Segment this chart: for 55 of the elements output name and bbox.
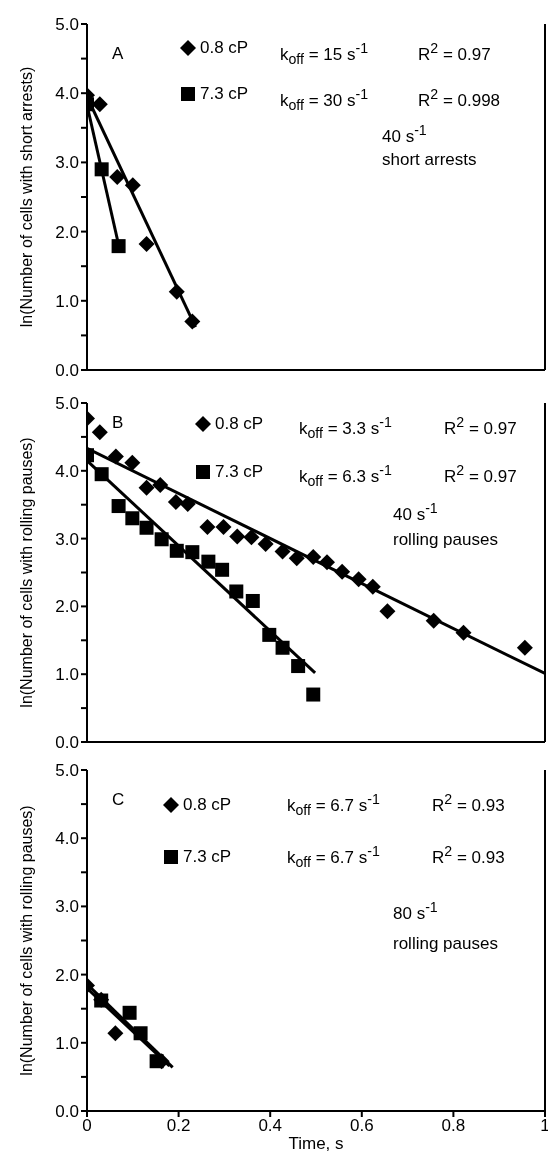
annotation: k$_{off}$ = 30 s$^{-1}$: [280, 85, 369, 116]
y-tick-label: 5.0: [55, 761, 79, 781]
y-tick-label: 1.0: [55, 665, 79, 685]
annotation: rolling pauses: [393, 530, 498, 550]
x-tick-label: 0.8: [441, 1116, 466, 1136]
y-tick-label: 4.0: [55, 829, 79, 849]
y-tick-label: 0.0: [55, 1102, 79, 1122]
annotation: R$^{2}$ = 0.998: [418, 85, 501, 111]
text: B: [112, 413, 124, 433]
y-tick-label: 4.0: [55, 461, 79, 481]
annotation: 40 s$^{-1}$: [393, 499, 438, 525]
text: A: [112, 44, 124, 64]
y-axis-title: ln(Number of cells with rolling pauses): [17, 437, 35, 708]
y-axis-title: ln(Number of cells with rolling pauses): [17, 805, 35, 1076]
y-axis-title: ln(Number of cells with short arrests): [17, 66, 35, 328]
annotation: R$^{2}$ = 0.97: [418, 39, 491, 65]
x-tick-label: 0.6: [349, 1116, 374, 1136]
x-axis-title: Time, s: [288, 1134, 344, 1153]
legend-label: 0.8 cP: [215, 414, 264, 433]
y-tick-label: 5.0: [55, 15, 79, 35]
annotation: k$_{off}$ = 6.7 s$^{-1}$: [287, 842, 380, 873]
annotation: 80 s$^{-1}$: [393, 898, 438, 924]
x-tick-label: 0.2: [166, 1116, 191, 1136]
legend-label: 7.3 cP: [215, 462, 264, 481]
legend-label: 0.8 cP: [183, 795, 232, 814]
annotation: R$^{2}$ = 0.93: [432, 842, 505, 868]
y-tick-label: 2.0: [55, 965, 79, 985]
legend-label: 7.3 cP: [200, 84, 249, 103]
y-tick-label: 3.0: [55, 153, 79, 173]
annotation: R$^{2}$ = 0.97: [444, 413, 517, 439]
x-tick-label: 1: [540, 1116, 548, 1136]
annotation: R$^{2}$ = 0.97: [444, 461, 517, 487]
annotation: R$^{2}$ = 0.93: [432, 790, 505, 816]
annotation: k$_{off}$ = 15 s$^{-1}$: [280, 39, 369, 70]
y-tick-label: 2.0: [55, 222, 79, 242]
y-tick-label: 3.0: [55, 897, 79, 917]
y-tick-label: 0.0: [55, 733, 79, 753]
annotation: k$_{off}$ = 3.3 s$^{-1}$: [299, 413, 392, 444]
y-tick-label: 4.0: [55, 84, 79, 104]
legend-label: 7.3 cP: [183, 847, 232, 866]
y-tick-label: 1.0: [55, 1033, 79, 1053]
y-tick-label: 5.0: [55, 394, 79, 414]
annotation: k$_{off}$ = 6.7 s$^{-1}$: [287, 790, 380, 821]
y-tick-label: 0.0: [55, 361, 79, 381]
annotation: short arrests: [382, 150, 477, 170]
annotation: 40 s$^{-1}$: [382, 121, 427, 147]
annotation: k$_{off}$ = 6.3 s$^{-1}$: [299, 461, 392, 492]
annotation: rolling pauses: [393, 934, 498, 954]
y-tick-label: 2.0: [55, 597, 79, 617]
y-tick-label: 1.0: [55, 291, 79, 311]
legend-label: 0.8 cP: [200, 38, 249, 57]
x-tick-label: 0: [82, 1116, 92, 1136]
x-tick-label: 0.4: [258, 1116, 283, 1136]
text: C: [112, 790, 125, 810]
y-tick-label: 3.0: [55, 529, 79, 549]
